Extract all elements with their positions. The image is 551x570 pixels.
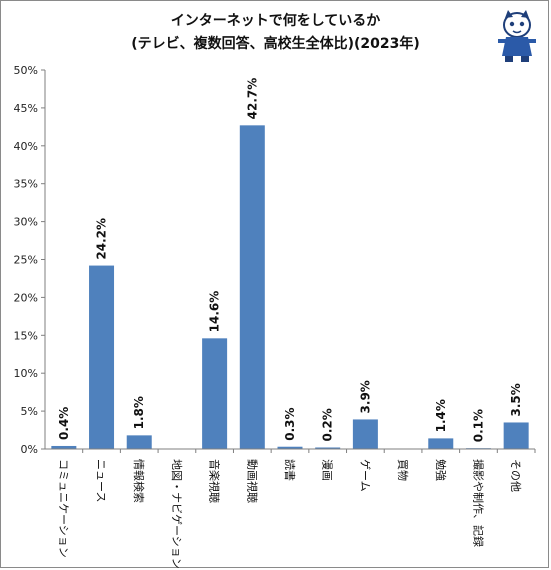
bar: [51, 445, 77, 449]
data-label: 0.2%: [321, 408, 335, 441]
x-category-label: 買物: [396, 459, 410, 481]
x-category-label: ニュース: [95, 459, 108, 502]
data-label: 0.3%: [283, 407, 297, 440]
bar: [89, 265, 115, 449]
y-tick-label: 15%: [14, 329, 38, 342]
x-category-label: 撮影や制作、記録: [471, 459, 485, 547]
y-tick-label: 25%: [14, 254, 38, 267]
y-tick-label: 5%: [21, 405, 38, 418]
x-category-label: 情報検索: [132, 459, 146, 503]
chart-subtitle: (テレビ、複数回答、高校生全体比)(2023年): [131, 36, 420, 52]
x-category-label: 勉強: [434, 459, 448, 481]
y-tick-label: 30%: [14, 216, 38, 229]
x-category-label: その他: [509, 459, 522, 492]
x-category-label: 地図・ナビゲーション: [170, 459, 183, 569]
bar: [352, 419, 378, 449]
y-tick-label: 40%: [14, 140, 38, 153]
y-tick-label: 10%: [14, 367, 38, 380]
x-category-label: 音楽視聴: [208, 459, 222, 503]
data-label: 0.1%: [471, 409, 485, 442]
data-label: 0.4%: [57, 407, 71, 440]
y-tick-label: 0%: [21, 443, 38, 456]
bar: [503, 422, 529, 449]
data-label: 1.8%: [132, 396, 146, 429]
data-labels: 0.4% 24.2% 1.8% 14.6% 42.7% 0.3% 0.2% 3.9% 1.4% 0…: [57, 78, 523, 443]
data-label: 14.6%: [208, 291, 222, 333]
bars: [51, 125, 529, 450]
x-axis: コミュニケーション ニュース 情報検索 地図・ナビゲーション 音楽視聴 動画視聴 読書 漫画 ゲ…: [45, 448, 536, 569]
mascot-icon: [498, 10, 536, 62]
y-tick-label: 45%: [14, 102, 38, 115]
data-label: 3.9%: [358, 380, 372, 413]
x-category-label: 読書: [283, 459, 297, 481]
chart-title: インターネットで何をしているか: [170, 13, 381, 29]
y-tick-label: 50%: [14, 64, 38, 77]
y-tick-label: 20%: [14, 291, 38, 304]
data-label: 3.5%: [509, 383, 523, 416]
y-axis: 0% 5% 10% 15% 20% 25% 30% 35% 40% 45% 50%: [14, 64, 46, 456]
bar: [126, 435, 152, 449]
x-category-label: ゲーム: [358, 459, 371, 492]
x-category-label: コミュニケーション: [57, 459, 70, 558]
bar: [239, 125, 265, 450]
x-category-label: 動画視聴: [245, 459, 259, 503]
bar: [315, 447, 341, 449]
x-category-label: 漫画: [321, 459, 335, 481]
data-label: 1.4%: [434, 399, 448, 432]
bar: [277, 446, 303, 449]
bar: [428, 438, 454, 449]
y-tick-label: 35%: [14, 178, 38, 191]
data-label: 42.7%: [245, 78, 259, 120]
data-label: 24.2%: [95, 218, 109, 260]
bar: [202, 338, 228, 449]
